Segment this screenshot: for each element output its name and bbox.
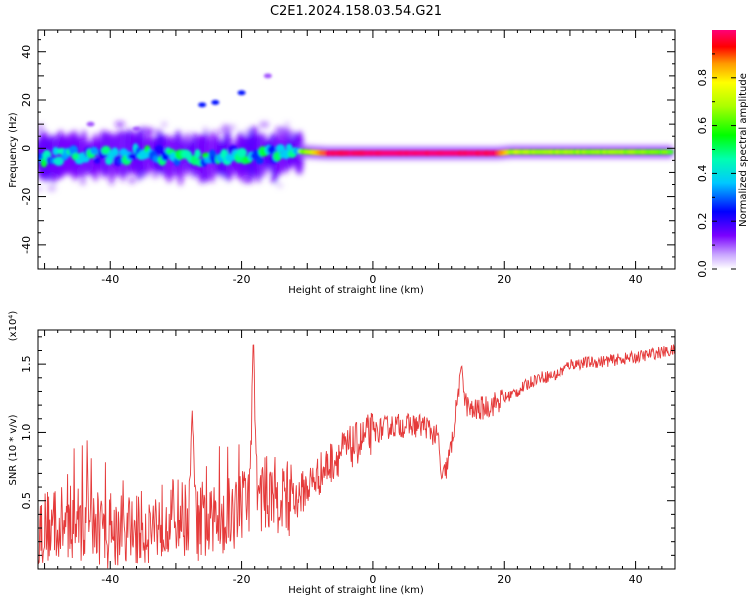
colorbar: 0.0 0.2 0.4 0.6 0.8 Normalized spectral ampl… bbox=[696, 30, 749, 278]
spectrogram-core-cell bbox=[282, 149, 291, 160]
spectrogram-outlier bbox=[198, 102, 207, 108]
spectrogram-xlabel: Height of straight line (km) bbox=[288, 285, 424, 296]
y-tick-label: 1.0 bbox=[20, 424, 33, 442]
spectrogram-speckle bbox=[114, 121, 125, 128]
spectrogram-core-cell bbox=[236, 147, 247, 158]
spectrogram-core-cell bbox=[127, 153, 138, 160]
x-tick-label: 40 bbox=[629, 573, 643, 586]
colorbar-tick-label: 0.0 bbox=[696, 260, 709, 278]
spectrogram-speckle bbox=[259, 121, 270, 128]
spectrogram-core-cell bbox=[110, 147, 119, 158]
spectrogram-speckle bbox=[38, 124, 44, 130]
spectrogram-core-cell bbox=[161, 151, 169, 162]
y-tick-label: -20 bbox=[20, 188, 33, 206]
spectrogram-speckle bbox=[151, 172, 160, 178]
colorbar-tick-label: 0.4 bbox=[696, 165, 709, 183]
x-tick-label: 0 bbox=[369, 573, 376, 586]
snr-xlabel: Height of straight line (km) bbox=[288, 585, 424, 596]
spectrogram-core-cell bbox=[119, 148, 129, 157]
spectrogram-speckle bbox=[38, 187, 43, 191]
y-tick-label: 0 bbox=[20, 145, 33, 152]
spectrogram-speckle bbox=[227, 130, 232, 135]
y-tick-label: -40 bbox=[20, 236, 33, 254]
spectrogram-speckle bbox=[38, 129, 41, 134]
figure-title: C2E1.2024.158.03.54.G21 bbox=[270, 4, 442, 19]
spectrogram-ridge-cell bbox=[667, 150, 674, 154]
colorbar-tick-label: 0.6 bbox=[696, 117, 709, 135]
spectrogram-core-cell bbox=[68, 145, 79, 156]
colorbar-tick-label: 0.2 bbox=[696, 212, 709, 230]
spectrogram-outlier bbox=[132, 126, 141, 132]
spectrogram-core-cell bbox=[255, 157, 264, 165]
x-tick-label: 20 bbox=[497, 273, 511, 286]
spectrogram-outlier bbox=[263, 73, 272, 79]
spectrogram-ylabel: Frequency (Hz) bbox=[8, 112, 19, 188]
spectrogram-core-cell bbox=[267, 145, 276, 155]
spectrogram-speckle bbox=[285, 122, 290, 126]
spectrogram-core bbox=[38, 73, 674, 168]
snr-ylabel: SNR (10 * v/v) bbox=[8, 414, 19, 485]
y-tick-label: 20 bbox=[20, 93, 33, 107]
x-tick-label: 0 bbox=[369, 273, 376, 286]
spectrogram-core-cell bbox=[272, 151, 282, 162]
spectrogram-speckle bbox=[244, 128, 250, 135]
spectrogram-speckle bbox=[47, 185, 57, 192]
x-tick-label: -20 bbox=[233, 573, 251, 586]
spectrogram-core-cell bbox=[275, 144, 285, 153]
colorbar-label: Normalized spectral amplitude bbox=[738, 73, 749, 227]
spectrogram-speckle bbox=[79, 179, 86, 185]
x-tick-label: -40 bbox=[101, 573, 119, 586]
spectrogram-core-cell bbox=[53, 156, 64, 166]
spectrogram-panel: -40 -20 0 20 40 -40 -20 0 20 40 Height of straigh… bbox=[8, 29, 676, 296]
spectrogram-speckle bbox=[217, 129, 223, 134]
spectrogram-outlier bbox=[211, 100, 220, 105]
x-tick-label: -20 bbox=[233, 273, 251, 286]
y-tick-label: 0.5 bbox=[20, 492, 33, 510]
y-tick-label: 40 bbox=[20, 45, 33, 59]
x-tick-label: -40 bbox=[101, 273, 119, 286]
spectrogram-frame bbox=[37, 29, 676, 270]
spectrogram-core-cell bbox=[90, 146, 99, 155]
snr-multiplier: (x10⁴) bbox=[8, 311, 19, 342]
spectrogram-ticks: -40 -20 0 20 40 -40 -20 0 20 40 bbox=[20, 30, 676, 286]
spectrogram-speckle bbox=[227, 125, 237, 130]
spectrogram-core-cell bbox=[154, 145, 164, 155]
spectrogram-core-cell bbox=[93, 157, 101, 164]
snr-panel: -40 -20 0 20 40 0.5 1.0 1.5 Height of straight … bbox=[8, 311, 676, 596]
y-tick-label: 1.5 bbox=[20, 355, 33, 373]
snr-frame bbox=[37, 329, 676, 570]
x-tick-label: 20 bbox=[497, 573, 511, 586]
spectrogram-speckle bbox=[222, 124, 230, 131]
x-tick-label: 40 bbox=[629, 273, 643, 286]
snr-ticks: -40 -20 0 20 40 0.5 1.0 1.5 bbox=[20, 330, 676, 586]
snr-series-line bbox=[38, 343, 675, 569]
spectrogram-core-cell bbox=[285, 143, 293, 151]
spectrogram-core-cell bbox=[194, 149, 201, 159]
spectrogram-outlier bbox=[237, 90, 246, 96]
spectrogram-core-cell bbox=[52, 146, 60, 156]
colorbar-ticks: 0.0 0.2 0.4 0.6 0.8 bbox=[696, 53, 736, 278]
colorbar-tick-label: 0.8 bbox=[696, 69, 709, 87]
spectrogram-speckle bbox=[162, 122, 167, 127]
spectrogram-heatmap bbox=[38, 73, 675, 192]
colorbar-gradient bbox=[712, 30, 736, 269]
spectrogram-halo bbox=[38, 121, 675, 192]
spectrogram-core-cell bbox=[80, 156, 90, 163]
spectrogram-speckle bbox=[277, 183, 283, 188]
spectrogram-outlier bbox=[86, 121, 95, 127]
spectrogram-speckle bbox=[128, 177, 136, 184]
